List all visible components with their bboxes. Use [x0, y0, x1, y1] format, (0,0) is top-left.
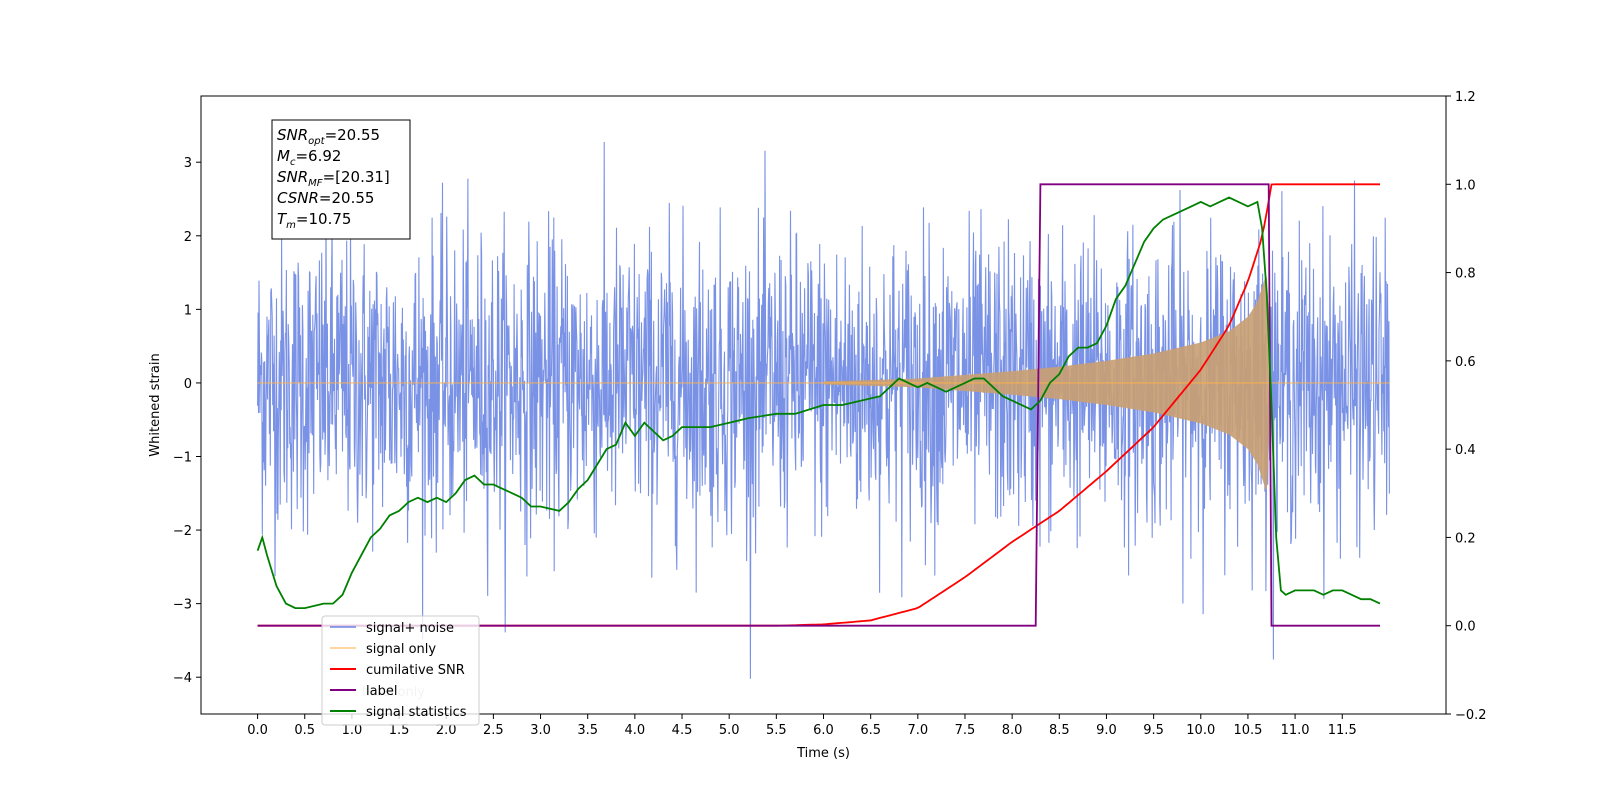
annotation-subscript: MF — [308, 178, 323, 189]
x-tick-label: 2.0 — [436, 723, 457, 738]
x-tick-label: 6.0 — [813, 723, 834, 738]
y-tick-label: −4 — [173, 671, 192, 686]
signal-only-layer — [257, 275, 1390, 491]
legend-label: label — [366, 684, 397, 699]
x-tick-label: 8.0 — [1002, 723, 1023, 738]
x-tick-label: 0.5 — [294, 723, 315, 738]
legend-label: signal only — [366, 642, 436, 657]
x-tick-label: 5.5 — [766, 723, 787, 738]
legend-frame — [321, 615, 480, 726]
y-tick-label: −3 — [173, 598, 192, 613]
annotation-symbol: CSNR — [277, 189, 319, 207]
annotation-line: SNRopt=20.55 — [277, 126, 380, 147]
y-right-tick-label: 0.6 — [1455, 355, 1476, 370]
y-axis-left: −4 −3 −2 −1 0 1 2 3 — [173, 156, 201, 686]
annotation-symbol: SNR — [277, 126, 308, 144]
annotation-frame — [271, 119, 411, 240]
x-tick-label: 1.5 — [389, 723, 410, 738]
annotation-symbol: SNR — [277, 168, 308, 186]
x-tick-label: 4.0 — [625, 723, 646, 738]
x-tick-label: 0.0 — [247, 723, 268, 738]
signal-plus-noise-line — [257, 141, 1390, 679]
y-right-tick-label: −0.2 — [1455, 708, 1487, 723]
x-tick-label: 1.0 — [342, 723, 363, 738]
annotation-value: =[20.31] — [323, 168, 390, 186]
y-right-tick-label: 0.2 — [1455, 531, 1476, 546]
y-tick-label: −2 — [173, 524, 192, 539]
legend-label: signal statistics — [366, 705, 467, 720]
annotation-value: =20.55 — [319, 189, 375, 207]
x-axis: 0.0 0.5 1.0 1.5 2.0 2.5 3.0 3.5 4.0 4.5 5.0 5.5 6.0 6… — [247, 714, 1357, 738]
x-tick-label: 11.0 — [1281, 723, 1310, 738]
x-tick-label: 3.0 — [530, 723, 551, 738]
x-tick-label: 6.5 — [860, 723, 881, 738]
y-tick-label: −1 — [173, 451, 192, 466]
y-tick-label: 2 — [184, 230, 192, 245]
x-axis-label: Time (s) — [796, 746, 850, 761]
x-tick-label: 7.5 — [955, 723, 976, 738]
annotation-line: SNRMF=[20.31] — [277, 168, 390, 189]
label-line — [257, 183, 1380, 627]
annotation-subscript: c — [290, 157, 296, 168]
annotation-value: =10.75 — [296, 210, 352, 228]
x-tick-label: 9.0 — [1096, 723, 1117, 738]
y-right-tick-label: 0.8 — [1455, 267, 1476, 282]
y-right-tick-label: 0.0 — [1455, 620, 1476, 635]
x-tick-label: 11.5 — [1328, 723, 1357, 738]
x-tick-label: 7.0 — [907, 723, 928, 738]
y-tick-label: 1 — [184, 303, 192, 318]
x-tick-label: 10.5 — [1233, 723, 1262, 738]
x-tick-label: 8.5 — [1049, 723, 1070, 738]
y-right-tick-label: 1.2 — [1455, 90, 1476, 105]
y-tick-label: 0 — [184, 377, 192, 392]
annotation-box: SNRopt=20.55Mc=6.92SNRMF=[20.31]CSNR=20.… — [271, 119, 411, 240]
annotation-value: =20.55 — [325, 126, 381, 144]
annotation-subscript: m — [286, 220, 296, 231]
annotation-symbol: T — [277, 210, 288, 228]
annotation-value: =6.92 — [295, 147, 341, 165]
x-tick-label: 10.0 — [1186, 723, 1215, 738]
x-tick-label: 3.5 — [577, 723, 598, 738]
x-tick-label: 2.5 — [483, 723, 504, 738]
annotation-line: Mc=6.92 — [277, 147, 341, 168]
legend-label: signal+ noise — [366, 621, 454, 636]
signal-statistics-line — [256, 196, 1381, 609]
annotation-subscript: opt — [308, 136, 325, 147]
x-tick-label: 4.5 — [672, 723, 693, 738]
x-tick-label: 9.5 — [1143, 723, 1164, 738]
x-tick-label: 5.0 — [719, 723, 740, 738]
y-axis-label: Whitened strain — [148, 353, 163, 456]
y-right-tick-label: 0.4 — [1455, 443, 1476, 458]
annotation-line: Tm=10.75 — [277, 210, 351, 231]
legend-label: cumilative SNR — [366, 663, 465, 678]
annotation-line: CSNR=20.55 — [277, 189, 374, 207]
y-right-tick-label: 1.0 — [1455, 178, 1476, 193]
noise-series-layer — [257, 141, 1390, 679]
annotation-symbol: M — [277, 147, 290, 165]
y-axis-right: −0.2 0.0 0.2 0.4 0.6 0.8 1.0 1.2 — [1446, 90, 1487, 723]
y-tick-label: 3 — [184, 156, 192, 171]
